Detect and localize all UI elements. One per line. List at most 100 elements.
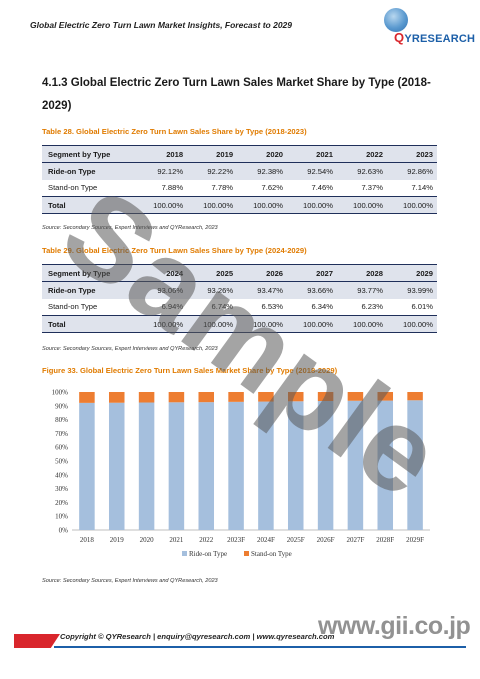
bar-stand-on	[108, 392, 125, 403]
column-header: 2021	[287, 145, 338, 163]
table-cell: 7.46%	[287, 179, 338, 197]
y-tick-label: 10%	[55, 513, 68, 521]
y-tick-label: 100%	[52, 389, 69, 397]
running-title: Global Electric Zero Turn Lawn Market In…	[30, 20, 292, 30]
table-header-row: Segment by Type 2024 2025 2026 2027 2028…	[42, 264, 437, 282]
x-tick-label: 2027F	[346, 536, 364, 544]
column-header: 2029	[386, 264, 437, 282]
column-header: 2022	[337, 145, 387, 163]
table-cell: 93.77%	[337, 281, 387, 299]
column-header: 2028	[337, 264, 387, 282]
gii-site-mark: www.gii.co.jp	[318, 612, 471, 640]
table-cell: 100.00%	[187, 196, 238, 214]
x-tick-label: 2020	[140, 536, 155, 544]
y-tick-label: 20%	[55, 499, 68, 507]
bar-ride-on	[198, 402, 215, 530]
page-header: Global Electric Zero Turn Lawn Market In…	[0, 0, 480, 45]
stacked-bar-chart: 0% 10% 20% 30% 40% 50% 60% 70% 80% 90% 100% 2018 201…	[52, 389, 430, 558]
legend-swatch	[244, 551, 249, 556]
table-cell: 7.14%	[386, 179, 437, 197]
y-tick-label: 40%	[55, 471, 68, 479]
column-header: 2027	[287, 264, 338, 282]
table-cell: 100.00%	[287, 315, 338, 333]
table-cell: 93.06%	[137, 281, 188, 299]
table-cell: 93.99%	[386, 281, 437, 299]
bar-ride-on	[377, 400, 394, 530]
column-header: 2024	[137, 264, 188, 282]
y-tick-label: 60%	[55, 444, 68, 452]
bar-ride-on	[108, 402, 125, 530]
column-header: 2020	[237, 145, 288, 163]
figure-title: Figure 33. Global Electric Zero Turn Law…	[42, 366, 338, 375]
x-tick-label: 2019	[110, 536, 125, 544]
table-cell: 100.00%	[386, 196, 437, 214]
bar-ride-on	[407, 400, 423, 530]
table-cell: 100.00%	[137, 196, 188, 214]
bar-stand-on	[407, 392, 423, 401]
footer-rule	[54, 646, 466, 648]
table-cell: 6.53%	[237, 298, 288, 316]
x-tick-label: 2026F	[317, 536, 335, 544]
bar-stand-on	[347, 392, 364, 401]
table-cell: 92.22%	[187, 162, 238, 180]
x-tick-label: 2028F	[376, 536, 394, 544]
bar-stand-on	[168, 392, 185, 403]
table1: Segment by Type 2018 2019 2020 2021 2022…	[42, 145, 437, 214]
x-tick-label: 2018	[80, 536, 95, 544]
bar-stand-on	[317, 392, 334, 402]
legend-label: Ride-on Type	[189, 550, 227, 558]
table-cell: 100.00%	[337, 196, 387, 214]
table-total-row: Total 100.00% 100.00% 100.00% 100.00% 10…	[42, 196, 437, 214]
table-cell: 7.88%	[137, 179, 188, 197]
table2: Segment by Type 2024 2025 2026 2027 2028…	[42, 264, 437, 333]
bar-stand-on	[377, 392, 394, 401]
footer-bar	[14, 634, 466, 648]
table-cell: 100.00%	[187, 315, 238, 333]
table1-title: Table 28. Global Electric Zero Turn Lawn…	[42, 127, 307, 136]
bar-ride-on	[228, 401, 244, 530]
column-header: 2018	[137, 145, 188, 163]
x-tick-label: 2025F	[287, 536, 305, 544]
table-cell: 92.38%	[237, 162, 288, 180]
bar-ride-on	[317, 401, 334, 530]
qyresearch-logo: QYRESEARCH	[366, 8, 476, 45]
x-tick-label: 2022	[199, 536, 214, 544]
y-tick-label: 0%	[59, 527, 69, 535]
column-header: 2019	[187, 145, 238, 163]
table-cell: 92.12%	[137, 162, 188, 180]
legend-swatch	[182, 551, 187, 556]
table-cell: 7.62%	[237, 179, 288, 197]
table-cell: 100.00%	[237, 315, 288, 333]
table-cell: 92.86%	[386, 162, 437, 180]
column-header: 2023	[386, 145, 437, 163]
table-cell: 100.00%	[287, 196, 338, 214]
globe-icon	[384, 8, 408, 32]
column-header: Segment by Type	[42, 264, 138, 282]
x-tick-label: 2029F	[406, 536, 424, 544]
table-cell: 100.00%	[137, 315, 188, 333]
column-header: Segment by Type	[42, 145, 138, 163]
table-cell: 7.78%	[187, 179, 238, 197]
table-row: Ride-on Type 92.12% 92.22% 92.38% 92.54%…	[42, 162, 437, 180]
table-cell: 93.26%	[187, 281, 238, 299]
bar-stand-on	[138, 392, 155, 403]
bar-ride-on	[138, 402, 155, 530]
table-cell: 6.74%	[187, 298, 238, 316]
table2-title: Table 29. Global Electric Zero Turn Lawn…	[42, 246, 307, 255]
table1-source: Source: Secondary Sources, Expert Interv…	[42, 225, 218, 231]
table-cell: 100.00%	[237, 196, 288, 214]
bar-ride-on	[79, 402, 95, 530]
bar-stand-on	[228, 392, 244, 402]
bar-stand-on	[287, 392, 304, 402]
bar-stand-on	[198, 392, 215, 403]
x-tick-label: 2023F	[227, 536, 245, 544]
section-heading: 4.1.3 Global Electric Zero Turn Lawn Sal…	[42, 77, 431, 112]
y-tick-label: 70%	[55, 430, 68, 438]
row-label: Stand-on Type	[42, 179, 138, 197]
table-cell: 93.66%	[287, 281, 338, 299]
bar-ride-on	[347, 400, 364, 530]
footer-copyright: Copyright © QYResearch | enquiry@qyresea…	[60, 632, 335, 641]
table-cell: 100.00%	[337, 315, 387, 333]
table-cell: 6.94%	[137, 298, 188, 316]
table-cell: 6.34%	[287, 298, 338, 316]
